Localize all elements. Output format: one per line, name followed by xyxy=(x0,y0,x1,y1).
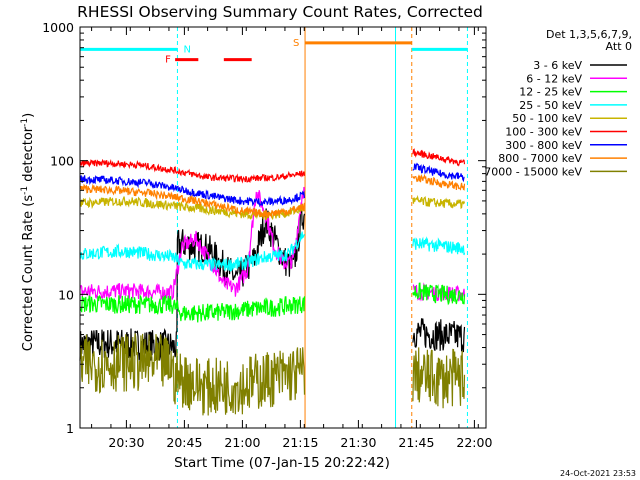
x-tick-label-1: 20:45 xyxy=(166,435,202,450)
legend-label-6: 300 - 800 keV xyxy=(505,139,582,152)
y-tick-label-0: 1 xyxy=(66,421,74,436)
legend-title-line-1: Det 1,3,5,6,7,9, xyxy=(546,28,632,41)
plot-frame xyxy=(79,26,487,429)
y-tick-label-2: 100 xyxy=(50,154,74,169)
series-line-6-0 xyxy=(79,175,306,208)
y-axis: 1 10 100 1000 xyxy=(42,20,486,436)
x-tick-label-3: 21:15 xyxy=(282,435,318,450)
series-line-0-1 xyxy=(412,318,466,353)
legend-label-2: 12 - 25 keV xyxy=(519,86,582,99)
x-axis: 20:30 20:45 21:00 21:15 21:30 21:45 22:00 xyxy=(91,27,492,450)
y-axis-label: Corrected Count Rate (s-1 detector-1) xyxy=(20,113,36,351)
flag-bars xyxy=(80,41,468,62)
annotation-f: F xyxy=(165,55,171,66)
annotations: N F S xyxy=(165,38,299,66)
series-line-7-1 xyxy=(412,173,466,191)
x-tick-label-0: 20:30 xyxy=(108,435,144,450)
y-label-part-1: Corrected Count Rate (s xyxy=(21,195,36,352)
y-label-sup-1: -1 xyxy=(20,186,30,195)
series-line-0-0 xyxy=(79,205,306,362)
series-line-4-1 xyxy=(412,194,466,210)
legend-label-7: 800 - 7000 keV xyxy=(498,152,582,165)
y-tick-label-3: 1000 xyxy=(42,20,74,35)
series-line-7-0 xyxy=(79,183,306,219)
series-line-6-1 xyxy=(412,162,465,183)
annotation-s: S xyxy=(293,38,299,49)
legend-label-3: 25 - 50 keV xyxy=(519,99,582,112)
legend-label-1: 6 - 12 keV xyxy=(526,72,582,85)
series-layer xyxy=(79,148,466,416)
series-line-8-0 xyxy=(79,333,306,416)
legend-label-5: 100 - 300 keV xyxy=(505,126,582,139)
y-label-part-2: detector xyxy=(21,126,36,186)
legend-label-8: 7000 - 15000 keV xyxy=(484,165,582,178)
legend-title-line-2: Att 0 xyxy=(606,40,632,53)
series-line-3-1 xyxy=(412,236,466,256)
series-line-2-1 xyxy=(412,282,466,306)
legend-label-4: 50 - 100 keV xyxy=(512,112,582,125)
timestamp: 24-Oct-2021 23:53 xyxy=(560,469,636,478)
x-axis-label: Start Time (07-Jan-15 20:22:42) xyxy=(174,455,390,471)
x-tick-label-6: 22:00 xyxy=(456,435,492,450)
series-line-5-1 xyxy=(412,148,466,167)
y-label-part-3: ) xyxy=(21,113,36,118)
x-tick-label-4: 21:30 xyxy=(340,435,376,450)
series-line-5-0 xyxy=(79,158,306,184)
annotation-n: N xyxy=(183,44,190,55)
x-tick-label-5: 21:45 xyxy=(398,435,434,450)
y-tick-label-1: 10 xyxy=(58,287,74,302)
series-line-2-0 xyxy=(79,294,306,323)
x-tick-label-2: 21:00 xyxy=(224,435,260,450)
series-line-8-1 xyxy=(412,347,466,409)
chart-title: RHESSI Observing Summary Count Rates, Co… xyxy=(77,3,483,21)
legend-label-0: 3 - 6 keV xyxy=(533,59,582,72)
series-line-3-0 xyxy=(79,231,306,273)
y-label-sup-2: -1 xyxy=(20,118,30,127)
